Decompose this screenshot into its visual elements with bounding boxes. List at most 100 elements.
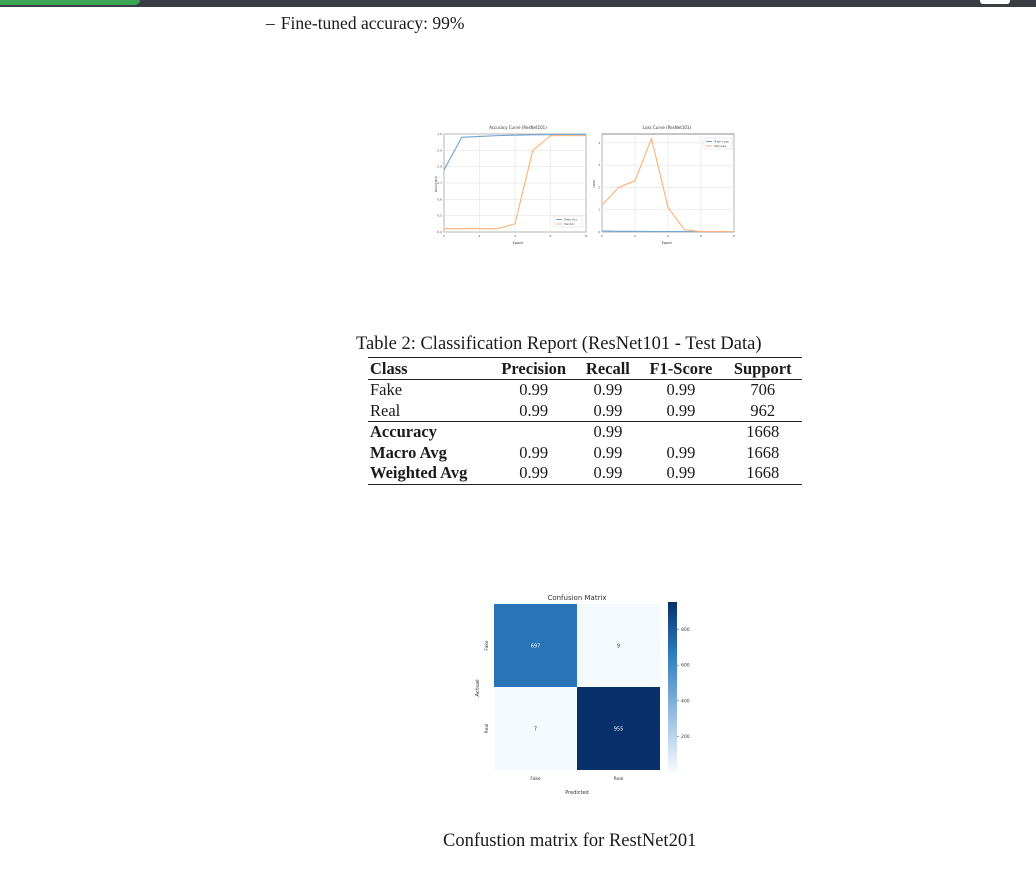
legend-label: Val Acc bbox=[564, 222, 575, 226]
heatmap-cell bbox=[577, 687, 660, 770]
legend-label: Train Acc bbox=[563, 218, 578, 222]
window-button[interactable] bbox=[980, 0, 1010, 4]
heatmap-cell bbox=[494, 604, 577, 687]
legend-label: Train Loss bbox=[713, 140, 729, 144]
support-cell: 706 bbox=[750, 380, 776, 400]
table-row: Accuracy 0.99 1668 bbox=[368, 421, 802, 443]
precision-cell: 0.99 bbox=[519, 380, 549, 400]
heatmap-cell bbox=[494, 687, 577, 770]
recall-cell: 0.99 bbox=[593, 400, 623, 420]
table-header-row: Class Precision Recall F1-Score Support bbox=[368, 357, 802, 380]
series-line-val bbox=[601, 136, 734, 233]
table-row: Weighted Avg 0.99 0.99 0.99 1668 bbox=[368, 463, 802, 484]
recall-cell: 0.99 bbox=[577, 421, 639, 443]
header-recall: Recall bbox=[577, 357, 639, 380]
x-tick-label: 4 bbox=[667, 234, 669, 238]
y-tick-label: 0.8 bbox=[437, 165, 442, 169]
series-line-train bbox=[443, 133, 586, 171]
precision-cell: 0.99 bbox=[519, 442, 549, 462]
x-tick-label: 8 bbox=[733, 234, 735, 238]
cell-value: 9 bbox=[617, 644, 620, 650]
y-tick-label: 3 bbox=[598, 163, 600, 167]
colorbar-tick-label: 400 bbox=[681, 698, 690, 704]
loss-chart-xlabel: Epoch bbox=[662, 241, 673, 245]
support-cell: 962 bbox=[750, 400, 776, 420]
y-tick-label: 0.5 bbox=[437, 214, 442, 218]
y-tick-label: 0.6 bbox=[437, 197, 442, 201]
loss-chart-ylabel: Loss bbox=[592, 180, 596, 188]
confusion-matrix-chart: Confusion Matrix Predicted Actual 697 9 7 9… bbox=[475, 594, 690, 796]
progress-indicator bbox=[0, 0, 140, 5]
y-tick-label: 4 bbox=[598, 141, 600, 145]
table-row: Macro Avg 0.99 0.99 0.99 1668 bbox=[368, 443, 802, 464]
confusion-matrix-caption: Confustion matrix for RestNet201 bbox=[443, 831, 697, 851]
x-tick-label: 4 bbox=[514, 234, 516, 238]
x-tick-label: 2 bbox=[479, 234, 481, 238]
top-bar bbox=[0, 0, 1036, 7]
y-tick-label: 0 bbox=[598, 230, 600, 234]
row-label: Fake bbox=[370, 380, 403, 400]
loss-chart-title: Loss Curve (ResNet101) bbox=[643, 125, 691, 130]
row-label: Macro Avg bbox=[370, 442, 447, 462]
row-label: Accuracy bbox=[368, 421, 490, 443]
f1-score-cell: 0.99 bbox=[666, 380, 696, 400]
cm-ylabel: Actual bbox=[475, 679, 481, 697]
bullet-text: Fine-tuned accuracy: 99% bbox=[280, 13, 465, 33]
header-class: Class bbox=[368, 357, 490, 380]
recall-cell: 0.99 bbox=[593, 463, 623, 483]
x-tick-label: 0 bbox=[443, 234, 445, 238]
header-f1-score: F1-Score bbox=[638, 357, 724, 380]
accuracy-curve-chart: Accuracy Curve (ResNet101) Accuracy Epoc… bbox=[434, 125, 587, 245]
x-tick-label: 0 bbox=[601, 234, 603, 238]
f1-score-cell: 0.99 bbox=[666, 442, 696, 462]
colorbar-tick-label: 600 bbox=[681, 663, 690, 669]
table-row: Fake 0.99 0.99 0.99 706 bbox=[368, 380, 802, 401]
x-tick-label: 6 bbox=[700, 234, 702, 238]
accuracy-chart-ylabel: Accuracy bbox=[434, 176, 438, 192]
y-tick-label: 1 bbox=[598, 208, 600, 212]
loss-curve-chart: Loss Curve (ResNet101) Loss Epoch 0 2 4 6 8 0… bbox=[592, 125, 735, 245]
header-precision: Precision bbox=[490, 357, 578, 380]
bullet-item: – Fine-tuned accuracy: 99% bbox=[266, 13, 464, 34]
y-tick-label: Real bbox=[484, 724, 490, 734]
colorbar bbox=[668, 602, 677, 772]
y-tick-label: Fake bbox=[484, 640, 490, 650]
classification-report-table: Class Precision Recall F1-Score Support … bbox=[368, 357, 802, 485]
series-line-val bbox=[444, 135, 586, 230]
y-tick-label: 0.4 bbox=[437, 230, 442, 234]
x-tick-label: 2 bbox=[634, 234, 636, 238]
bullet-dash: – bbox=[266, 13, 275, 33]
support-cell: 1668 bbox=[746, 442, 780, 462]
row-label: Weighted Avg bbox=[370, 463, 468, 483]
header-support: Support bbox=[723, 357, 802, 380]
f1-score-cell: 0.99 bbox=[666, 463, 696, 483]
support-cell: 1668 bbox=[723, 421, 802, 443]
x-tick-label: Fake bbox=[530, 776, 540, 782]
cm-title: Confusion Matrix bbox=[547, 594, 606, 602]
y-tick-label: 0.9 bbox=[437, 148, 442, 152]
cell-value: 955 bbox=[614, 727, 624, 733]
table-caption: Table 2: Classification Report (ResNet10… bbox=[356, 334, 762, 354]
x-tick-label: 8 bbox=[585, 234, 587, 238]
colorbar-tick-label: 800 bbox=[681, 627, 690, 633]
table-row: Real 0.99 0.99 0.99 962 bbox=[368, 401, 802, 422]
heatmap-cell bbox=[577, 604, 660, 687]
cell-value: 697 bbox=[531, 644, 541, 650]
legend-label: Val Loss bbox=[714, 144, 726, 148]
precision-cell: 0.99 bbox=[519, 400, 549, 420]
x-tick-label: Real bbox=[614, 776, 624, 782]
accuracy-chart-title: Accuracy Curve (ResNet101) bbox=[489, 125, 547, 130]
precision-cell bbox=[490, 421, 578, 443]
recall-cell: 0.99 bbox=[593, 380, 623, 400]
colorbar-tick-label: 200 bbox=[681, 734, 690, 740]
legend-box bbox=[553, 215, 583, 228]
precision-cell: 0.99 bbox=[519, 463, 549, 483]
f1-score-cell: 0.99 bbox=[666, 400, 696, 420]
cm-xlabel: Predicted bbox=[565, 790, 588, 796]
y-tick-label: 2 bbox=[598, 185, 600, 189]
y-tick-label: 1.0 bbox=[437, 132, 442, 136]
support-cell: 1668 bbox=[746, 463, 780, 483]
accuracy-chart-xlabel: Epoch bbox=[513, 241, 524, 245]
legend-box bbox=[703, 137, 733, 150]
f1-score-cell bbox=[638, 421, 724, 443]
